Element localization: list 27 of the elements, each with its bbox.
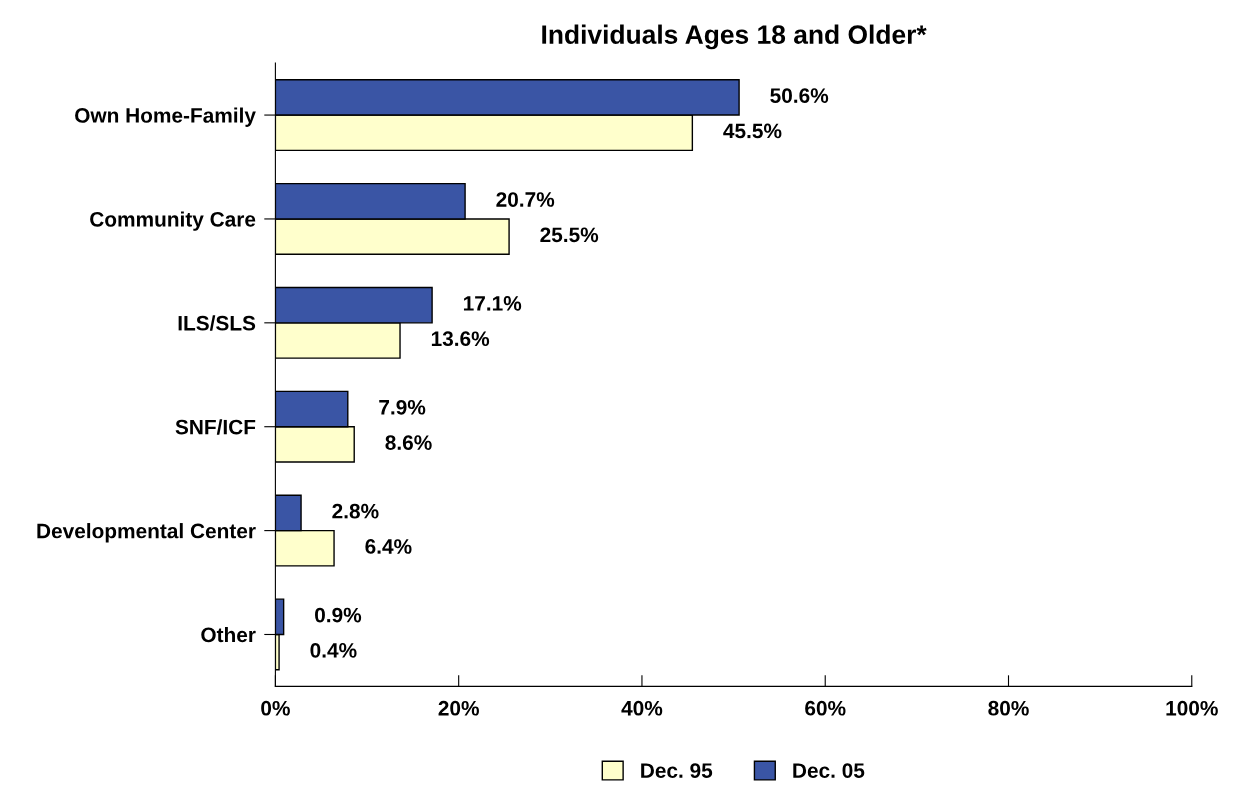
- data-label: 25.5%: [540, 227, 599, 243]
- y-tick-label: Developmental Center: [37, 523, 256, 543]
- data-label: 0.4%: [310, 642, 357, 658]
- data-label: 8.6%: [385, 435, 432, 450]
- y-tick-label: Other: [201, 626, 256, 643]
- y-tick-label: Community Care: [90, 211, 256, 231]
- data-label: 6.4%: [365, 539, 412, 554]
- data-label: 2.8%: [332, 503, 379, 519]
- x-tick-label: 40%: [621, 700, 663, 716]
- y-tick-label: ILS/SLS: [178, 315, 256, 331]
- x-tick-label: 0%: [261, 700, 290, 716]
- data-label: 50.6%: [770, 88, 829, 103]
- data-label: 0.9%: [315, 607, 362, 623]
- data-label: 13.6%: [431, 331, 490, 347]
- y-tick-label: SNF/ICF: [175, 419, 256, 435]
- data-label: 45.5%: [723, 123, 782, 139]
- x-tick-label: 80%: [988, 700, 1029, 716]
- data-label: 20.7%: [496, 192, 555, 207]
- x-tick-label: 100%: [1166, 700, 1218, 716]
- x-tick-label: 60%: [805, 700, 846, 716]
- data-label: 7.9%: [379, 399, 426, 415]
- legend-label: Dec. 95: [641, 763, 713, 778]
- data-label: 17.1%: [463, 296, 522, 311]
- x-tick-label: 20%: [438, 700, 479, 716]
- chart-title: Individuals Ages 18 and Older*: [542, 24, 927, 50]
- y-tick-label: Own Home-Family: [75, 107, 256, 127]
- legend-label: Dec. 05: [793, 763, 865, 778]
